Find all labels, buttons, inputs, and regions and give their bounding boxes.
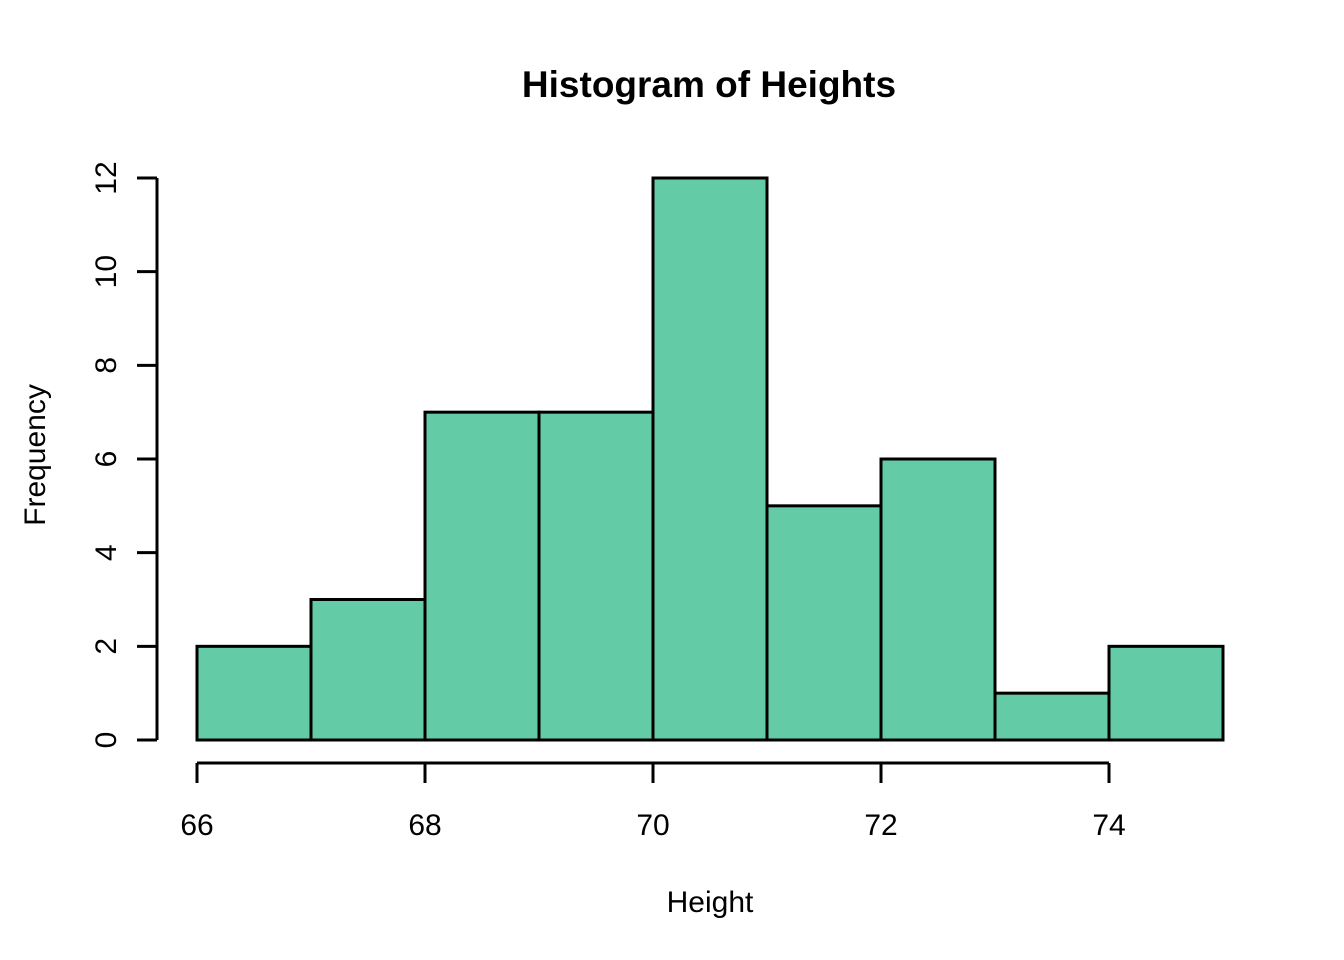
chart-title: Histogram of Heights (522, 64, 896, 105)
histogram-bar (309, 598, 427, 742)
histogram-bar (651, 176, 769, 742)
histogram-bar (1107, 644, 1225, 742)
x-axis-label: Height (667, 886, 754, 919)
y-tick-label: 4 (90, 544, 123, 561)
x-tick-label: 74 (1092, 809, 1125, 842)
y-tick-label: 6 (90, 451, 123, 468)
axes-group (137, 176, 1111, 783)
y-tick-label: 8 (90, 357, 123, 374)
y-tick-label: 2 (90, 638, 123, 655)
y-tick-label: 12 (90, 161, 123, 194)
histogram-bar (765, 504, 883, 742)
x-tick-label: 68 (408, 809, 441, 842)
histogram-bar (537, 410, 655, 742)
histogram-bar (423, 410, 541, 742)
x-tick-label: 66 (180, 809, 213, 842)
x-tick-label: 70 (636, 809, 669, 842)
y-axis-label: Frequency (19, 384, 52, 526)
x-tick-label: 72 (864, 809, 897, 842)
y-tick-label: 10 (90, 255, 123, 288)
histogram-bar (879, 457, 997, 742)
y-tick-label: 0 (90, 732, 123, 749)
bars-group (195, 176, 1225, 742)
histogram-bar (195, 644, 313, 742)
histogram-bar (993, 691, 1111, 742)
